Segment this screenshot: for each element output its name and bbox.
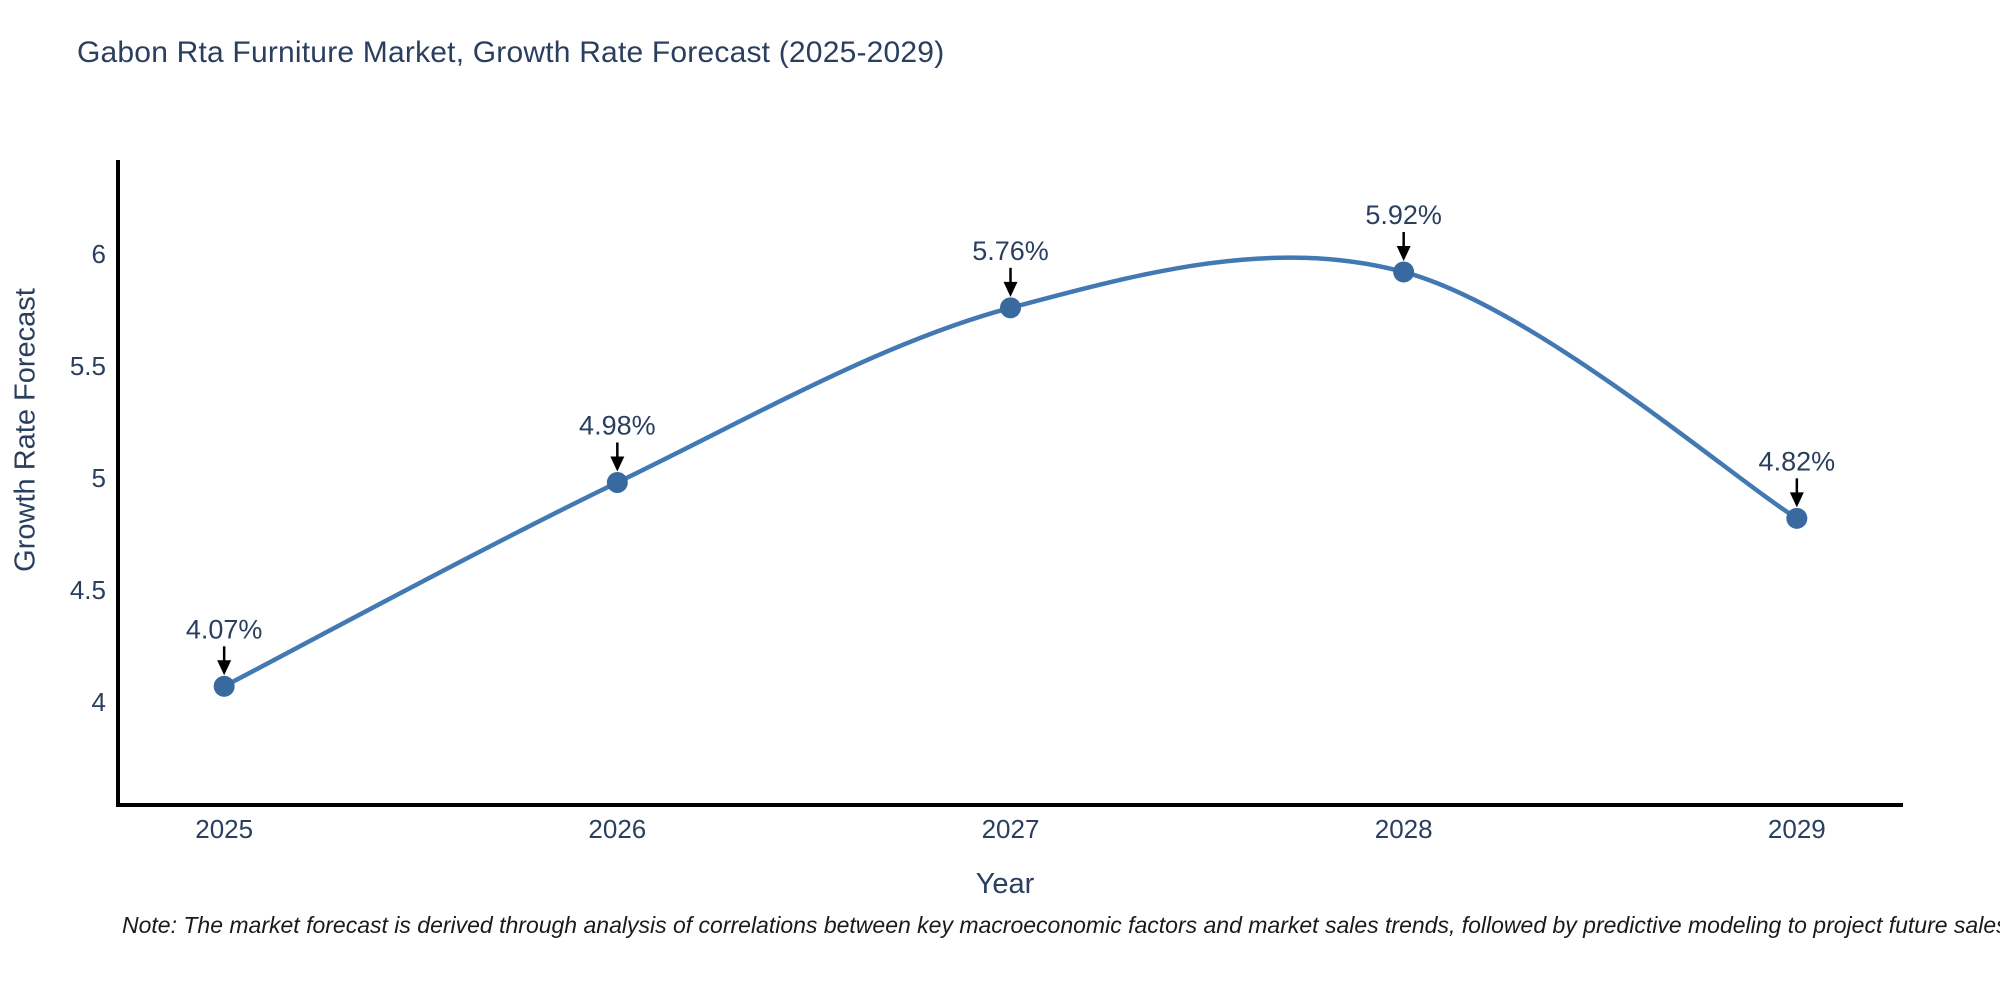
data-point-marker [606,472,628,493]
chart-footnote: Note: The market forecast is derived thr… [122,912,2000,938]
x-tick-label: 2025 [195,814,253,844]
y-axis-title: Growth Rate Forecast [9,288,42,572]
point-value-label: 4.98% [579,411,656,441]
forecast-line [221,255,1800,689]
x-axis-title: Year [975,868,1035,900]
x-tick-label: 2026 [588,814,646,844]
data-point-marker [1000,297,1021,319]
annotation-arrowhead [1396,245,1411,261]
chart-title: Gabon Rta Furniture Market, Growth Rate … [77,36,945,69]
point-value-label: 4.07% [186,614,263,644]
data-point-marker [213,675,235,697]
annotation-arrowhead [217,660,232,676]
y-tick-label: 4 [92,687,106,717]
data-point-marker [1786,507,1808,529]
y-tick-label: 5.5 [70,351,106,381]
annotation-arrowhead [610,456,625,472]
point-value-label: 5.92% [1365,200,1442,230]
point-value-label: 4.82% [1759,446,1836,476]
x-tick-label: 2029 [1768,814,1826,844]
point-value-label: 5.76% [972,236,1049,266]
annotation-arrowhead [1003,281,1018,297]
y-tick-label: 6 [92,239,106,269]
data-point-marker [1393,261,1415,283]
annotation-arrowhead [1789,492,1804,508]
y-tick-label: 4.5 [70,575,106,605]
x-tick-label: 2028 [1375,814,1433,844]
y-tick-label: 5 [92,463,106,493]
x-tick-label: 2027 [982,814,1040,844]
